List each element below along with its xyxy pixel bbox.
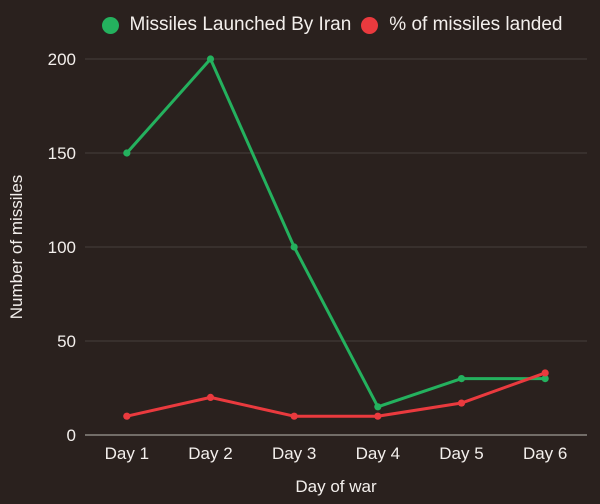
y-tick-label: 0: [67, 426, 76, 445]
data-point: [123, 149, 131, 157]
x-tick-label: Day 6: [523, 444, 567, 463]
series-line-1: [125, 371, 547, 418]
data-point: [206, 55, 215, 63]
legend-marker-landed-icon: [361, 16, 379, 34]
legend-marker-launched-icon: [101, 16, 119, 34]
data-point: [541, 369, 549, 377]
data-point: [290, 243, 298, 251]
y-tick-label: 50: [57, 332, 76, 351]
data-point: [123, 412, 131, 420]
data-point: [457, 375, 466, 383]
data-point: [374, 412, 382, 420]
legend-item-missiles-landed: % of missiles landed: [361, 14, 562, 36]
x-tick-label: Day 2: [188, 444, 232, 463]
x-tick-label: Day 4: [356, 444, 400, 463]
y-axis-title: Number of missiles: [7, 175, 26, 320]
legend-label-launched: Missiles Launched By Iran: [129, 14, 352, 35]
data-point: [290, 412, 298, 420]
legend: Missiles Launched By Iran % of missiles …: [0, 14, 600, 36]
legend-item-missiles-launched: Missiles Launched By Iran: [101, 14, 352, 36]
x-tick-label: Day 3: [272, 444, 316, 463]
y-tick-label: 150: [48, 144, 76, 163]
data-point: [374, 403, 382, 411]
y-tick-label: 200: [48, 50, 76, 69]
x-axis-title: Day of war: [295, 477, 377, 496]
data-point: [541, 375, 549, 383]
series-line-0: [125, 57, 547, 409]
x-tick-label: Day 1: [105, 444, 149, 463]
legend-label-landed: % of missiles landed: [389, 14, 563, 35]
x-tick-label: Day 5: [439, 444, 483, 463]
data-point: [457, 399, 466, 407]
y-tick-label: 100: [48, 238, 76, 257]
data-point: [206, 393, 215, 401]
